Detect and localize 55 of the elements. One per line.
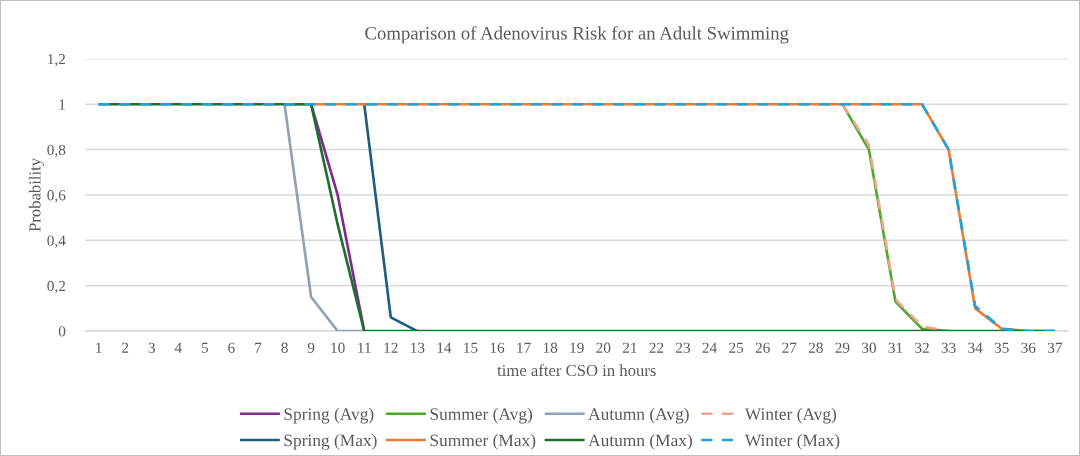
legend-label: Autumn (Max) <box>588 434 692 450</box>
legend-label: Winter (Avg) <box>744 407 837 424</box>
x-tick-label: 30 <box>862 342 876 353</box>
x-tick-label: 32 <box>915 342 929 353</box>
x-tick-label: 17 <box>517 342 531 353</box>
x-tick-label: 28 <box>808 342 823 353</box>
x-tick-label: 25 <box>729 342 744 353</box>
x-tick-label: 23 <box>676 342 691 353</box>
x-tick-label: 16 <box>490 342 505 353</box>
x-tick-label: 18 <box>543 342 558 353</box>
x-tick-label: 37 <box>1047 342 1063 353</box>
x-tick-label: 19 <box>570 342 584 353</box>
y-tick-label: 0,8 <box>47 144 66 158</box>
x-tick-label: 27 <box>782 342 797 353</box>
x-tick-label: 4 <box>174 342 182 353</box>
x-tick-label: 5 <box>201 342 209 353</box>
x-tick-label: 12 <box>384 342 398 353</box>
legend-label: Spring (Avg) <box>284 407 374 424</box>
legend-label: Summer (Avg) <box>430 407 533 424</box>
chart-title: Comparison of Adenovirus Risk for an Adult Swimming <box>365 26 789 44</box>
legend-label: Autumn (Avg) <box>588 407 689 424</box>
x-tick-label: 11 <box>358 342 371 353</box>
legend-label: Spring (Max) <box>284 434 377 450</box>
x-tick-label: 34 <box>968 342 983 353</box>
y-tick-label: 0,6 <box>47 190 66 203</box>
x-tick-label: 21 <box>622 342 637 353</box>
x-tick-label: 10 <box>331 342 345 353</box>
y-tick-label: 0 <box>58 326 66 337</box>
x-tick-label: 8 <box>281 342 288 353</box>
y-tick-label: 0,4 <box>47 235 66 248</box>
legend-label: Summer (Max) <box>430 434 536 450</box>
x-tick-label: 3 <box>148 342 155 353</box>
x-tick-label: 2 <box>122 342 129 353</box>
y-tick-label: 1,2 <box>48 54 66 67</box>
x-tick-label: 6 <box>228 342 235 353</box>
x-tick-label: 35 <box>994 342 1009 353</box>
x-tick-label: 24 <box>702 342 717 353</box>
legend-label: Winter (Max) <box>744 434 840 450</box>
y-tick-label: 1 <box>59 99 65 110</box>
x-tick-label: 29 <box>835 342 850 353</box>
x-tick-label: 33 <box>941 342 956 353</box>
x-tick-label: 22 <box>649 342 664 353</box>
x-tick-label: 20 <box>596 342 611 353</box>
x-tick-label: 26 <box>755 342 770 353</box>
x-tick-label: 7 <box>255 342 262 353</box>
x-tick-label: 13 <box>411 342 425 353</box>
x-tick-label: 15 <box>464 342 478 353</box>
x-axis-title: time after CSO in hours <box>497 364 656 377</box>
x-tick-label: 9 <box>307 342 315 353</box>
x-tick-label: 1 <box>96 342 102 353</box>
y-tick-label: 0,2 <box>47 280 66 294</box>
x-tick-label: 36 <box>1021 342 1036 353</box>
x-tick-label: 31 <box>888 342 903 353</box>
y-axis-title: Probability <box>28 157 44 232</box>
x-tick-label: 14 <box>437 342 452 353</box>
